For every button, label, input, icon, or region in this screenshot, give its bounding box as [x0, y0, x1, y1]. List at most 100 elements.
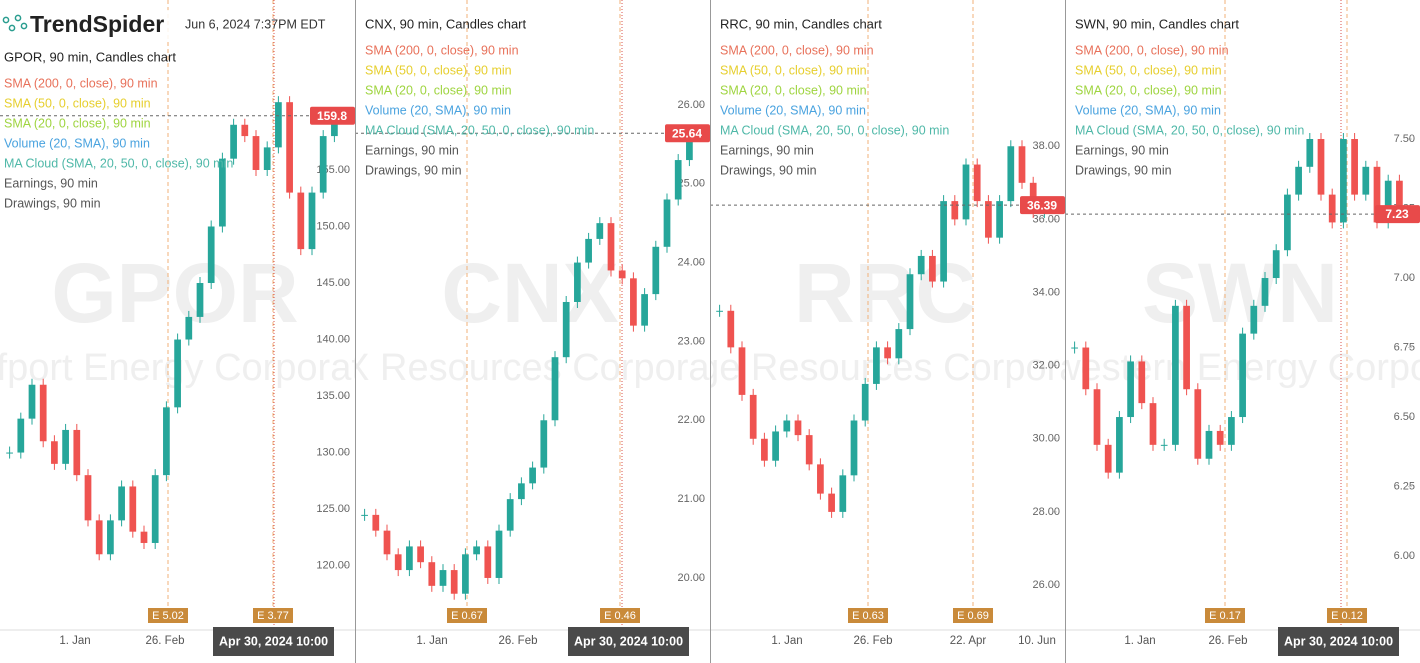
timestamp: Jun 6, 2024 7:37PM EDT — [185, 17, 326, 31]
candle-body — [406, 546, 413, 571]
y-tick-label: 30.00 — [1032, 433, 1060, 445]
legend-entry[interactable]: Volume (20, SMA), 90 min — [365, 103, 511, 117]
x-tick-label: 10. Jun — [1018, 635, 1056, 647]
earnings-badge[interactable] — [447, 608, 487, 623]
candle-body — [1396, 180, 1403, 215]
earnings-badge[interactable] — [848, 608, 888, 623]
legend-entry[interactable]: SMA (20, 0, close), 90 min — [365, 83, 512, 97]
candle-body — [618, 270, 626, 279]
chart-title: RRC, 90 min, Candles chart — [720, 16, 882, 31]
candle-body — [1340, 139, 1347, 223]
legend-entry[interactable]: Earnings, 90 min — [365, 143, 459, 157]
crosshair-label: Apr 30, 2024 10:00 — [1284, 634, 1393, 648]
legend-entry[interactable]: Drawings, 90 min — [365, 163, 462, 177]
earnings-badge[interactable] — [953, 608, 993, 623]
candle-body — [1172, 305, 1179, 445]
candle-body — [428, 562, 436, 586]
legend-entry[interactable]: Drawings, 90 min — [720, 163, 817, 177]
legend-entry[interactable]: SMA (20, 0, close), 90 min — [720, 83, 867, 97]
candle-body — [985, 201, 992, 238]
candle-body — [738, 347, 746, 395]
earnings-badge[interactable] — [600, 608, 640, 623]
candle-body — [1205, 430, 1213, 459]
legend-entry[interactable]: SMA (200, 0, close), 90 min — [4, 76, 158, 90]
candle-body — [973, 164, 981, 202]
brand-logo[interactable] — [2, 14, 28, 32]
legend-entry[interactable]: SMA (50, 0, close), 90 min — [1075, 63, 1222, 77]
y-tick-label: 135.00 — [316, 390, 350, 402]
earnings-badge[interactable] — [1205, 608, 1245, 623]
legend-entry[interactable]: Earnings, 90 min — [1075, 143, 1169, 157]
earnings-label: E 0.63 — [852, 610, 884, 622]
candle-body — [73, 429, 81, 476]
candle-body — [1384, 180, 1392, 223]
legend-entry[interactable]: MA Cloud (SMA, 20, 50, 0, close), 90 min — [4, 156, 233, 170]
earnings-badge[interactable] — [148, 608, 188, 623]
last-price-label: 7.23 — [1385, 207, 1409, 221]
earnings-label: E 0.46 — [604, 610, 636, 622]
candle-body — [372, 514, 380, 531]
legend-entry[interactable]: SMA (20, 0, close), 90 min — [1075, 83, 1222, 97]
candle-body — [84, 475, 92, 521]
earnings-badge[interactable] — [1327, 608, 1367, 623]
candle-body — [641, 294, 648, 326]
candle-body — [805, 435, 813, 465]
x-tick-label: 1. Jan — [1124, 635, 1155, 647]
candle-body — [1216, 430, 1224, 445]
candle-body — [727, 310, 735, 348]
x-axis-band — [710, 630, 1065, 663]
legend-entry[interactable]: SMA (50, 0, close), 90 min — [4, 96, 151, 110]
legend-entry[interactable]: Volume (20, SMA), 90 min — [4, 136, 150, 150]
legend-entry[interactable]: SMA (200, 0, close), 90 min — [720, 43, 874, 57]
x-tick-label: 26. Feb — [1209, 635, 1248, 647]
candle-body — [275, 102, 282, 148]
candle-body — [551, 357, 559, 421]
legend-entry[interactable]: MA Cloud (SMA, 20, 50, 0, close), 90 min — [1075, 123, 1304, 137]
candle-body — [652, 246, 660, 295]
candle-body — [772, 431, 779, 461]
watermark-symbol: RRC — [794, 246, 976, 340]
earnings-badge[interactable] — [253, 608, 293, 623]
chart-title: SWN, 90 min, Candles chart — [1075, 16, 1239, 31]
y-tick-label: 120.00 — [316, 559, 350, 571]
candle-body — [462, 554, 469, 594]
legend-entry[interactable]: Volume (20, SMA), 90 min — [720, 103, 866, 117]
y-tick-label: 130.00 — [316, 446, 350, 458]
candle-body — [1127, 361, 1134, 418]
candle-body — [1194, 389, 1202, 459]
legend-entry[interactable]: MA Cloud (SMA, 20, 50, 0, close), 90 min — [365, 123, 594, 137]
candle-body — [286, 102, 293, 193]
legend-entry[interactable]: SMA (20, 0, close), 90 min — [4, 116, 151, 130]
chart-panel: GPORGulfport Energy Corporation155.00150… — [0, 0, 355, 663]
candle-body — [518, 483, 525, 500]
candle-body — [1362, 166, 1370, 195]
candle-body — [850, 420, 858, 476]
legend-entry[interactable]: Earnings, 90 min — [4, 176, 98, 190]
candle-body — [1250, 305, 1258, 334]
y-tick-label: 23.00 — [677, 335, 705, 347]
candle-body — [506, 499, 514, 531]
legend-entry[interactable]: SMA (200, 0, close), 90 min — [365, 43, 519, 57]
last-price-label: 159.8 — [317, 109, 347, 123]
candle-body — [749, 394, 757, 439]
legend-entry[interactable]: Drawings, 90 min — [1075, 163, 1172, 177]
candle-body — [308, 192, 316, 250]
candle-body — [1093, 389, 1101, 445]
legend-entry[interactable]: SMA (50, 0, close), 90 min — [720, 63, 867, 77]
y-tick-label: 32.00 — [1032, 360, 1060, 372]
candle-body — [394, 554, 402, 571]
legend-entry[interactable]: SMA (200, 0, close), 90 min — [1075, 43, 1229, 57]
candle-body — [331, 115, 338, 137]
chart-title: GPOR, 90 min, Candles chart — [4, 49, 176, 64]
legend-entry[interactable]: Earnings, 90 min — [720, 143, 814, 157]
legend-entry[interactable]: MA Cloud (SMA, 20, 50, 0, close), 90 min — [720, 123, 949, 137]
legend-entry[interactable]: Volume (20, SMA), 90 min — [1075, 103, 1221, 117]
candle-body — [1082, 347, 1090, 390]
candle-body — [906, 274, 914, 330]
legend-entry[interactable]: Drawings, 90 min — [4, 196, 101, 210]
candle-body — [196, 283, 204, 317]
candle-body — [297, 192, 305, 250]
legend-entry[interactable]: SMA (50, 0, close), 90 min — [365, 63, 512, 77]
